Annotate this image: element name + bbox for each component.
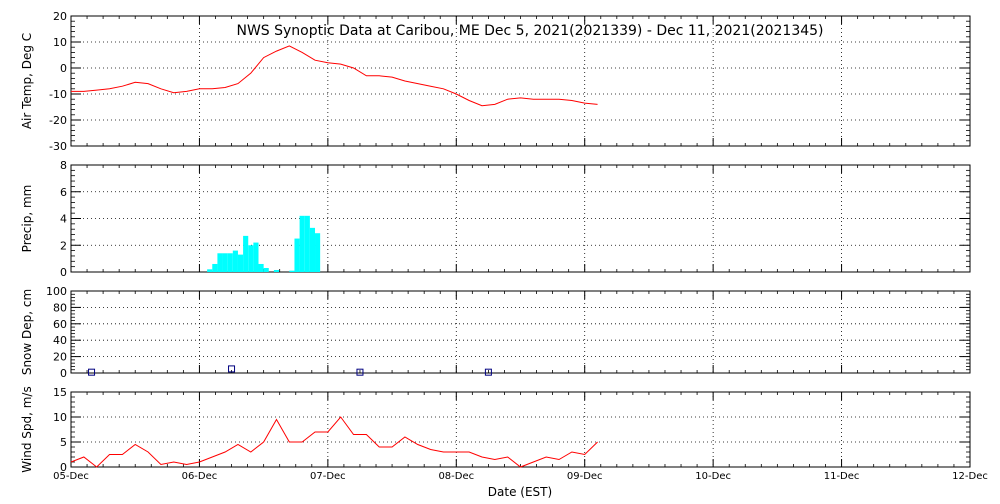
precip-bar xyxy=(222,253,228,272)
y-tick-label: 15 xyxy=(53,386,67,399)
panel-frame xyxy=(70,391,971,468)
precip-bar xyxy=(304,215,310,272)
y-tick-label: 0 xyxy=(60,266,67,279)
series-line xyxy=(70,416,598,468)
precip-bar xyxy=(227,253,233,272)
precip-bar xyxy=(263,267,269,272)
snow-depth-point xyxy=(228,365,236,373)
y-tick-label: -10 xyxy=(49,88,67,101)
precip-bar xyxy=(315,233,321,272)
y-tick-label: 60 xyxy=(53,318,67,331)
y-tick-label: 8 xyxy=(60,159,67,172)
panel-4: 15 10 5 0 Wind Spd, m/s xyxy=(20,386,971,474)
x-tick-label: 11-Dec xyxy=(824,471,860,482)
precip-bar xyxy=(217,253,223,272)
y-axis-label: Air Temp, Deg C xyxy=(20,33,34,129)
panel-2: 8 6 4 2 0 Precip, mm xyxy=(20,159,971,279)
snow-depth-point xyxy=(484,368,492,376)
y-tick-label: 0 xyxy=(60,62,67,75)
y-tick-label: 6 xyxy=(60,186,67,199)
chart-title: NWS Synoptic Data at Caribou, ME Dec 5, … xyxy=(236,23,823,39)
y-axis-label: Snow Dep, cm xyxy=(20,289,34,375)
y-tick-label: 2 xyxy=(60,239,67,252)
y-tick-label: 4 xyxy=(60,213,67,226)
y-tick-label: 5 xyxy=(60,436,67,449)
panel-3: 100 80 60 40 20 0 Snow Dep, cm xyxy=(20,285,971,380)
precip-bar xyxy=(294,238,300,272)
precip-bar xyxy=(309,227,316,272)
y-tick-label: 100 xyxy=(46,285,67,298)
x-tick-label: 12-Dec xyxy=(952,471,988,482)
precip-bar xyxy=(273,269,280,272)
x-tick-label: 07-Dec xyxy=(310,471,346,482)
precip-bar xyxy=(212,263,218,272)
y-tick-label: -30 xyxy=(49,140,67,153)
panel-frame xyxy=(70,290,971,374)
precip-bar xyxy=(237,254,244,272)
snow-depth-point xyxy=(88,368,96,376)
x-tick-label: 06-Dec xyxy=(182,471,218,482)
y-tick-label: 20 xyxy=(53,10,67,23)
y-tick-label: -20 xyxy=(49,114,67,127)
y-tick-label: 0 xyxy=(60,461,67,474)
precip-bar xyxy=(232,250,238,272)
y-tick-label: 20 xyxy=(53,351,67,364)
y-tick-label: 10 xyxy=(53,36,67,49)
y-tick-label: 0 xyxy=(60,367,67,380)
panel-1: 20 10 0 -10 -20 -30 Air Temp, Deg C xyxy=(20,10,971,153)
x-axis-label: Date (EST) xyxy=(488,485,552,499)
precip-bar xyxy=(258,263,264,272)
y-tick-label: 40 xyxy=(53,334,67,347)
y-tick-label: 10 xyxy=(53,411,67,424)
y-axis-label: Wind Spd, m/s xyxy=(20,386,34,472)
precip-bar xyxy=(248,245,254,272)
snow-depth-point xyxy=(356,368,364,376)
precip-bar xyxy=(243,235,249,272)
series-line xyxy=(71,45,598,107)
y-tick-label: 80 xyxy=(53,301,67,314)
x-tick-label: 08-Dec xyxy=(438,471,474,482)
x-tick-label: 10-Dec xyxy=(695,471,731,482)
precip-bar xyxy=(299,215,305,272)
x-tick-label: 05-Dec xyxy=(53,471,89,482)
y-axis-label: Precip, mm xyxy=(20,185,34,253)
precip-bar xyxy=(253,242,259,272)
precip-bar xyxy=(207,269,213,272)
precip-bar xyxy=(289,270,295,272)
x-tick-label: 09-Dec xyxy=(567,471,603,482)
